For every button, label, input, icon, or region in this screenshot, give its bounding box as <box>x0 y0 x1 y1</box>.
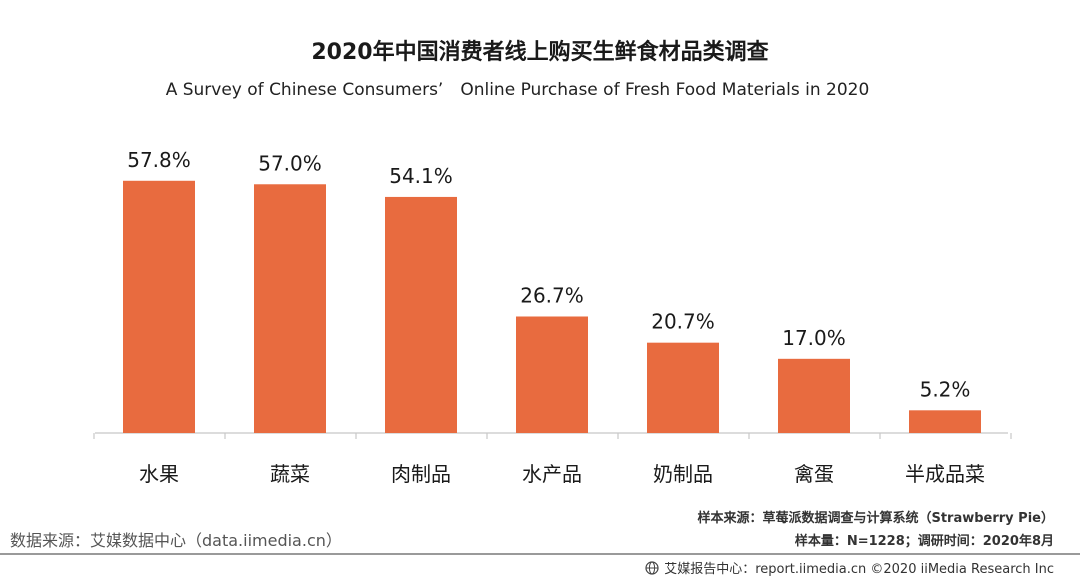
bar-chart: 57.8% 水果 57.0% 蔬菜 54.1% 肉制品 26.7% 水产品 20.7% 奶制品 17… <box>0 0 1080 500</box>
x-tick-label: 肉制品 <box>391 462 451 486</box>
data-label: 57.0% <box>258 151 322 175</box>
bar <box>385 197 457 433</box>
data-label: 26.7% <box>520 283 584 307</box>
bar <box>647 343 719 433</box>
bar <box>909 410 981 433</box>
data-label: 17.0% <box>782 326 846 350</box>
bar <box>254 184 326 433</box>
data-label: 57.8% <box>127 148 191 172</box>
sample-source-note: 样本来源：草莓派数据调查与计算系统（Strawberry Pie） <box>697 507 1054 526</box>
x-tick-label: 蔬菜 <box>270 462 310 486</box>
x-tick-label: 禽蛋 <box>794 462 834 486</box>
data-label: 54.1% <box>389 164 453 188</box>
bar <box>778 359 850 433</box>
sample-size-note: 样本量：N=1228；调研时间：2020年8月 <box>795 530 1054 549</box>
x-tick-label: 水果 <box>139 462 179 486</box>
bar <box>123 181 195 433</box>
globe-icon <box>645 561 659 575</box>
footer-brand-text: 艾媒报告中心：report.iimedia.cn ©2020 iiMedia R… <box>664 558 1054 577</box>
data-source-note: 数据来源：艾媒数据中心（data.iimedia.cn） <box>10 527 342 551</box>
x-tick-label: 奶制品 <box>653 462 713 486</box>
data-label: 5.2% <box>920 377 971 401</box>
x-tick-label: 水产品 <box>522 462 582 486</box>
footer-divider <box>0 553 1080 555</box>
data-label: 20.7% <box>651 310 715 334</box>
footer-brand: 艾媒报告中心：report.iimedia.cn ©2020 iiMedia R… <box>645 558 1054 577</box>
bar <box>516 316 588 433</box>
x-tick-label: 半成品菜 <box>905 462 985 486</box>
